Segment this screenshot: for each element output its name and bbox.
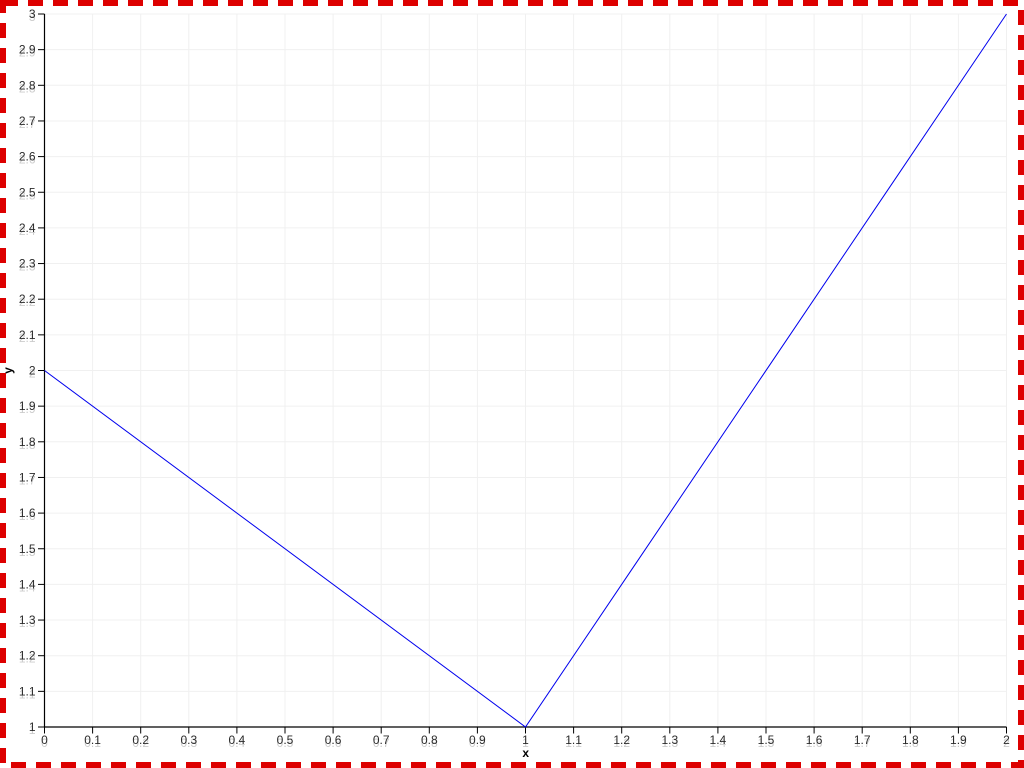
x-tick-label: 0.6 [325,733,342,747]
axis-ticks [38,13,1007,734]
x-tick-label: 1.2 [613,733,630,747]
x-tick-label: 1.6 [806,733,823,747]
x-tick-label-shadow: 1.1 [565,736,582,750]
axis-lines [43,14,1007,728]
x-tick-label: 1.8 [902,733,919,747]
x-tick-label-shadow: 1.7 [854,736,871,750]
y-axis-title: y [1,367,15,374]
y-tick-label-shadow: 2.2 [19,295,36,309]
x-tick-label-shadow: 0.6 [325,736,342,750]
y-tick-label: 1 [29,720,36,734]
axis-line [43,14,1007,728]
x-tick-label: 0.5 [277,733,294,747]
y-tick-label: 2.8 [19,78,36,92]
x-tick-label: 1.5 [758,733,775,747]
y-tick-label: 2.9 [19,43,36,57]
y-tick-label: 2.7 [19,114,36,128]
y-tick-label-shadow: 2.1 [19,331,36,345]
y-tick-label-shadow: 2.7 [19,117,36,131]
y-tick-label: 1.7 [19,470,36,484]
y-tick-label-shadow: 1.5 [19,545,36,559]
x-tick-label-shadow: 1.8 [902,736,919,750]
y-tick-label: 2.4 [19,221,36,235]
y-tick-label-shadow: 1 [29,723,36,737]
x-tick-label: 0.9 [469,733,486,747]
x-tick-label: 0.1 [84,733,101,747]
y-tick-label-shadow: 2.3 [19,260,36,274]
x-tick-label-shadow: 1 [522,736,529,750]
y-tick-label-shadow: 3 [29,10,36,24]
x-tick-label: 0.7 [373,733,390,747]
y-tick-label: 2.3 [19,257,36,271]
series-line [44,13,1007,728]
x-axis-title: x [522,746,529,760]
y-tick-label-shadow: 1.7 [19,473,36,487]
y-tick-label-shadow: 2.6 [19,153,36,167]
x-tick-label-shadow: 0.1 [84,736,101,750]
tick-labels: 00 0.10.1 0.20.2 0.30.3 0.40.4 0.50.5 0.60.6 0.… [19,7,1010,750]
x-tick-label: 0 [41,733,48,747]
y-tick-label-shadow: 1.6 [19,509,36,523]
y-tick-label-shadow: 2.8 [19,81,36,95]
grid-lines [44,13,1007,728]
x-tick-label: 1.7 [854,733,871,747]
x-tick-label-shadow: 1.4 [710,736,727,750]
x-tick-label: 0.8 [421,733,438,747]
y-tick-label: 2 [29,364,36,378]
x-tick-label-shadow: 1.3 [661,736,678,750]
y-tick-label: 2.2 [19,292,36,306]
x-tick-label-shadow: 0.9 [469,736,486,750]
x-tick-label: 1 [522,733,529,747]
x-tick-label-shadow: 0.5 [277,736,294,750]
y-tick-label: 2.1 [19,328,36,342]
x-tick-label-shadow: 0.8 [421,736,438,750]
x-tick-label-shadow: 0.2 [132,736,149,750]
y-tick-label-shadow: 1.8 [19,438,36,452]
x-tick-label-shadow: 0.3 [180,736,197,750]
x-tick-label-shadow: 1.6 [806,736,823,750]
x-tick-label: 0.4 [229,733,246,747]
x-tick-label: 1.3 [661,733,678,747]
y-tick-label-shadow: 1.3 [19,616,36,630]
y-tick-label: 1.8 [19,435,36,449]
y-tick-label-shadow: 1.9 [19,402,36,416]
x-tick-label: 0.2 [132,733,149,747]
x-tick-label-shadow: 1.2 [613,736,630,750]
y-tick-label-shadow: 2.5 [19,188,36,202]
x-tick-label: 0.3 [180,733,197,747]
y-tick-label: 2.6 [19,150,36,164]
y-tick-label: 3 [29,7,36,21]
y-tick-label-shadow: 1.4 [19,580,36,594]
x-tick-label-shadow: 0.4 [229,736,246,750]
x-tick-label-shadow: 2 [1003,736,1010,750]
y-tick-label: 1.1 [19,684,36,698]
x-tick-label-shadow: 0.7 [373,736,390,750]
y-tick-label: 1.6 [19,506,36,520]
x-tick-label: 1.4 [710,733,727,747]
y-tick-label-shadow: 1.2 [19,652,36,666]
data-series [44,13,1007,728]
x-tick-label-shadow: 1.5 [758,736,775,750]
x-tick-label-shadow: 0 [41,736,48,750]
y-tick-label: 1.3 [19,613,36,627]
x-tick-label-shadow: 1.9 [950,736,967,750]
y-tick-label: 1.4 [19,577,36,591]
y-tick-label-shadow: 2.4 [19,224,36,238]
y-tick-label-shadow: 2 [29,367,36,381]
x-tick-label: 1.9 [950,733,967,747]
x-tick-label: 1.1 [565,733,582,747]
y-tick-label: 1.2 [19,649,36,663]
y-tick-label-shadow: 2.9 [19,46,36,60]
y-tick-label: 1.9 [19,399,36,413]
x-tick-label: 2 [1003,733,1010,747]
y-tick-label: 2.5 [19,185,36,199]
y-tick-label: 1.5 [19,542,36,556]
y-tick-label-shadow: 1.1 [19,687,36,701]
